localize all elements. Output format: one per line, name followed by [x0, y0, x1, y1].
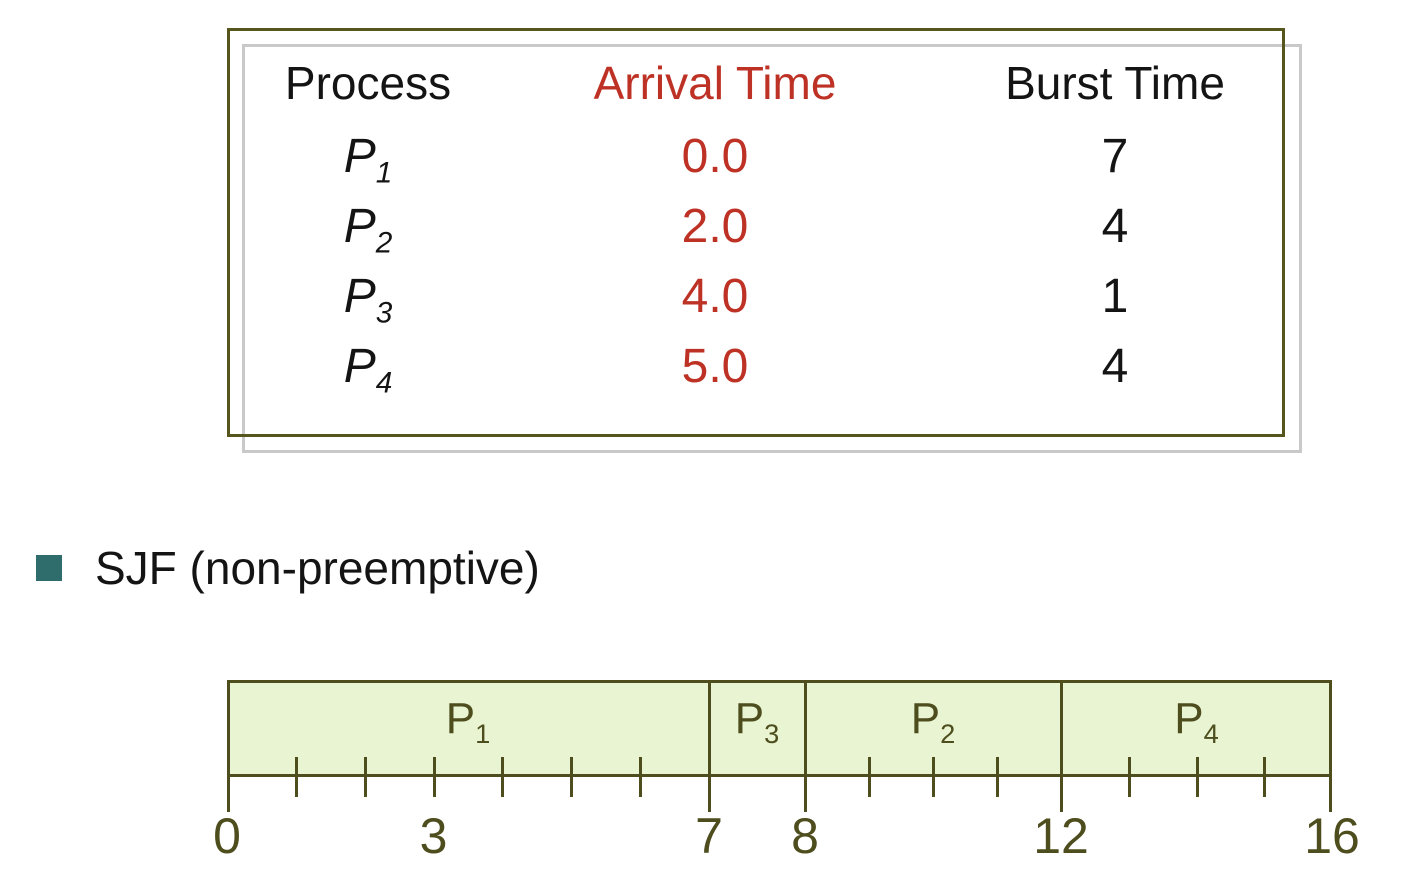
gantt-boundary-line — [804, 680, 807, 812]
gantt-minor-tick — [294, 757, 298, 797]
gantt-minor-tick — [1263, 757, 1267, 797]
header-process: Process — [284, 57, 452, 109]
table-row: P4 5.0 4 — [227, 332, 1285, 402]
gantt-axis-number: 8 — [791, 808, 819, 864]
burst-time-cell: 7 — [1101, 130, 1129, 183]
bullet-line: SJF (non-preemptive) — [36, 542, 540, 594]
gantt-axis-number: 12 — [1033, 808, 1089, 864]
gantt-bar — [227, 680, 1332, 777]
table-shadow-border — [242, 44, 1302, 453]
arrival-time-cell: 0.0 — [681, 130, 749, 183]
gantt-minor-tick — [501, 757, 505, 797]
gantt-minor-tick — [1195, 757, 1199, 797]
gantt-boundary-line — [227, 680, 230, 812]
gantt-boundary-line — [1060, 680, 1063, 812]
gantt-minor-tick — [868, 757, 871, 797]
arrival-time-cell: 2.0 — [681, 200, 749, 253]
header-burst-time: Burst Time — [1005, 57, 1225, 109]
process-table: Process Arrival Time Burst Time P1 0.0 7 P2… — [227, 28, 1285, 437]
gantt-axis-number: 16 — [1304, 808, 1360, 864]
table-row: P1 0.0 7 — [227, 122, 1285, 192]
gantt-axis-number: 3 — [419, 808, 448, 864]
gantt-minor-tick — [570, 757, 574, 797]
process-name-cell: P2 — [227, 192, 509, 262]
gantt-minor-tick — [432, 757, 436, 797]
process-name-cell: P1 — [227, 122, 509, 192]
gantt-segment-label: P1 — [445, 694, 491, 749]
gantt-segment-label: P2 — [910, 694, 956, 749]
process-name: P3 — [343, 270, 393, 330]
gantt-boundary-line — [708, 680, 711, 812]
burst-time-cell: 4 — [1101, 340, 1129, 393]
process-name: P4 — [343, 340, 393, 400]
arrival-time-cell: 5.0 — [681, 340, 749, 393]
gantt-minor-tick — [639, 757, 643, 797]
gantt-segment-label: P4 — [1174, 694, 1219, 749]
gantt-minor-tick — [1127, 757, 1131, 797]
process-name: P1 — [343, 130, 393, 190]
table-row: P3 4.0 1 — [227, 262, 1285, 332]
process-name-cell: P3 — [227, 262, 509, 332]
gantt-axis-number: 7 — [695, 808, 723, 864]
gantt-minor-tick — [363, 757, 367, 797]
burst-time-cell: 4 — [1101, 200, 1129, 253]
gantt-segment-label: P3 — [734, 694, 780, 749]
gantt-chart: P1 P3 P2 P4 0 3 7 8 12 16 — [213, 680, 1360, 870]
gantt-minor-tick — [932, 757, 935, 797]
process-name-cell: P4 — [227, 332, 509, 402]
header-arrival-time: Arrival Time — [593, 57, 837, 109]
table-header-row: Process Arrival Time Burst Time — [227, 53, 1285, 113]
table-row: P2 2.0 4 — [227, 192, 1285, 262]
gantt-minor-tick — [996, 757, 999, 797]
burst-time-cell: 1 — [1101, 270, 1129, 323]
table-frame-border — [227, 28, 1285, 437]
gantt-axis-number: 0 — [213, 808, 241, 864]
gantt-boundary-line — [1329, 680, 1332, 812]
bullet-square-icon — [36, 555, 62, 581]
table-rows: P1 0.0 7 P2 2.0 4 P3 4.0 1 P4 5.0 4 — [227, 122, 1285, 402]
bullet-text: SJF (non-preemptive) — [95, 542, 540, 594]
arrival-time-cell: 4.0 — [681, 270, 749, 323]
process-name: P2 — [343, 200, 393, 260]
